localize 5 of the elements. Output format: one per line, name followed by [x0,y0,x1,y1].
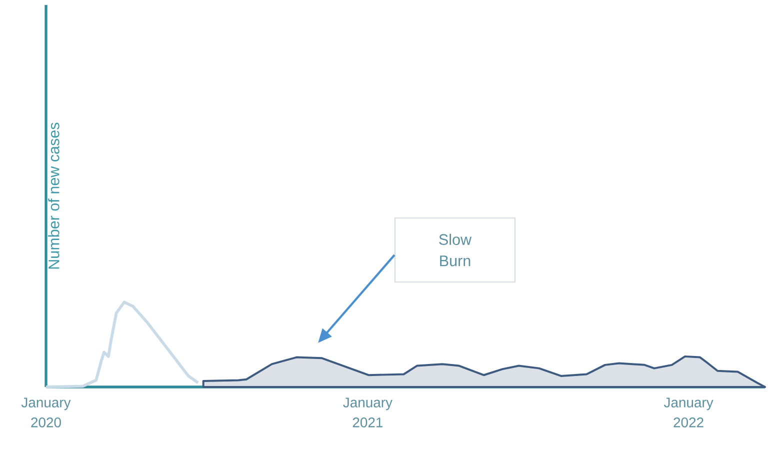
x-tick-label: January 2022 [664,398,714,428]
x-tick-label: January 2020 [21,398,71,428]
y-axis-title: Number of new cases [48,122,60,269]
text: Slow Burn [439,234,472,266]
x-tick-label: January 2021 [343,398,392,428]
